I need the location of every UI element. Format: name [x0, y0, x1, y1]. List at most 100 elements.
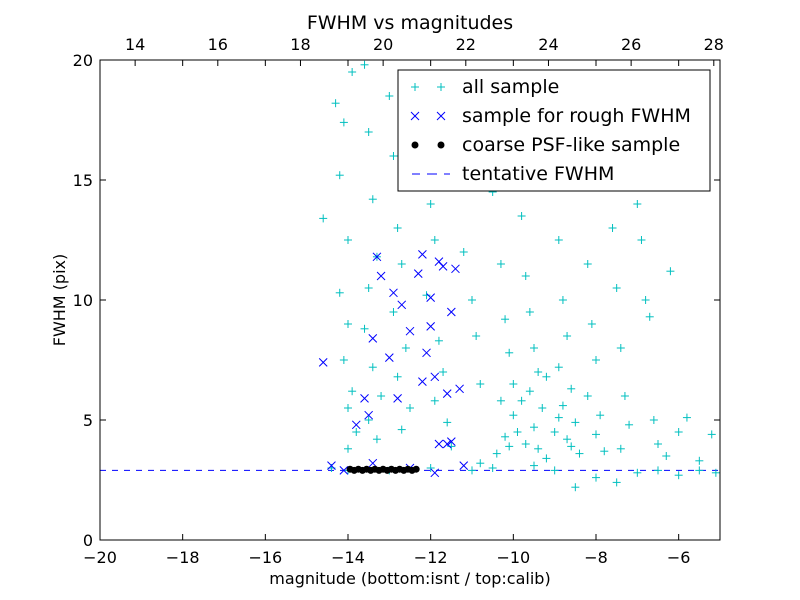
point-plus — [521, 272, 530, 280]
point-plus — [662, 452, 671, 460]
x-b — [434, 257, 444, 266]
point-plus — [563, 435, 572, 444]
point-x — [393, 394, 402, 403]
point-plus — [426, 464, 435, 472]
point-plus — [406, 404, 414, 412]
y-tick-label: 0 — [83, 531, 93, 550]
legend-label: all sample — [462, 76, 559, 98]
legend-dot-icon — [411, 141, 419, 149]
x-b — [351, 420, 361, 430]
point-plus — [344, 444, 352, 453]
legend-item: sample for rough FWHM — [410, 105, 691, 127]
point-plus — [472, 332, 481, 340]
axis-ticks: −20 −18 −16 −14 −12 −10 −8 −6 14 16 18 20 22 24 26 28 0 5… — [73, 35, 724, 567]
point-plus — [550, 428, 559, 436]
point-plus — [558, 296, 567, 304]
legend-box — [397, 69, 711, 192]
point-plus — [612, 284, 621, 292]
point-plus — [389, 152, 398, 160]
point-plus — [393, 224, 402, 232]
point-x — [372, 252, 382, 262]
point-plus — [620, 392, 629, 400]
point-x — [351, 420, 361, 430]
point-x — [426, 293, 436, 302]
point-x — [397, 300, 407, 310]
point-plus — [319, 214, 328, 223]
x-b — [376, 271, 386, 281]
legend-item: all sample — [411, 76, 559, 98]
point-plus — [476, 380, 485, 388]
point-plus — [344, 404, 352, 412]
point-x — [360, 394, 369, 403]
point-plus — [509, 411, 518, 420]
point-plus — [682, 413, 691, 422]
x-b — [410, 111, 420, 121]
x-b — [438, 262, 448, 271]
point-plus — [517, 212, 526, 220]
point-plus — [649, 416, 658, 424]
point-plus — [583, 392, 592, 400]
x-b — [455, 384, 464, 394]
point-plus — [563, 332, 572, 340]
point-plus — [496, 260, 505, 268]
legend-item: coarse PSF-like sample — [411, 134, 680, 156]
x-b — [368, 458, 378, 468]
point-plus — [389, 308, 398, 316]
point-plus — [513, 428, 522, 436]
point-plus — [364, 416, 373, 424]
x-b — [446, 307, 456, 317]
point-plus — [542, 372, 551, 381]
x-tick-label: −12 — [414, 548, 448, 567]
x-b — [436, 111, 446, 121]
point-plus — [335, 288, 344, 297]
top-tick-label: 16 — [208, 35, 228, 54]
x-tick-label: −10 — [496, 548, 530, 567]
point-plus — [641, 296, 650, 304]
point-x — [384, 353, 394, 362]
point-plus — [654, 466, 662, 475]
point-x — [438, 262, 448, 271]
dot — [437, 141, 445, 149]
point-plus — [530, 461, 538, 470]
point-x — [430, 468, 440, 478]
legend-plus-icon — [437, 83, 445, 91]
point-plus — [612, 478, 621, 487]
point-plus — [530, 344, 538, 352]
point-plus — [571, 418, 580, 427]
x-b — [426, 322, 436, 331]
point-x — [446, 437, 456, 446]
point-plus — [335, 171, 344, 180]
point-plus — [344, 236, 352, 244]
point-plus — [592, 430, 600, 439]
point-plus — [616, 344, 625, 352]
point-plus — [633, 200, 642, 208]
point-x — [442, 389, 452, 398]
x-b — [451, 264, 460, 274]
point-plus — [674, 428, 683, 436]
x-b — [422, 348, 431, 358]
point-plus — [571, 483, 580, 492]
point-plus — [505, 348, 514, 357]
x-tick-label: −16 — [248, 548, 282, 567]
x-b — [418, 250, 427, 259]
x-b — [318, 358, 328, 367]
point-plus — [711, 468, 720, 477]
x-b — [397, 300, 407, 310]
x-b — [418, 377, 427, 386]
x-b — [442, 389, 452, 398]
point-plus — [368, 363, 377, 372]
point-plus — [422, 291, 431, 300]
point-x — [422, 348, 431, 358]
point-x — [459, 461, 469, 470]
x-b — [393, 394, 402, 403]
point-plus — [575, 449, 584, 458]
top-tick-label: 18 — [290, 35, 310, 54]
top-tick-label: 20 — [373, 35, 393, 54]
point-plus — [538, 404, 547, 412]
point-plus — [496, 396, 505, 405]
top-tick-label: 22 — [456, 35, 476, 54]
point-plus — [331, 99, 340, 108]
point-plus — [525, 308, 534, 316]
point-plus — [608, 224, 617, 232]
point-plus — [592, 356, 600, 364]
